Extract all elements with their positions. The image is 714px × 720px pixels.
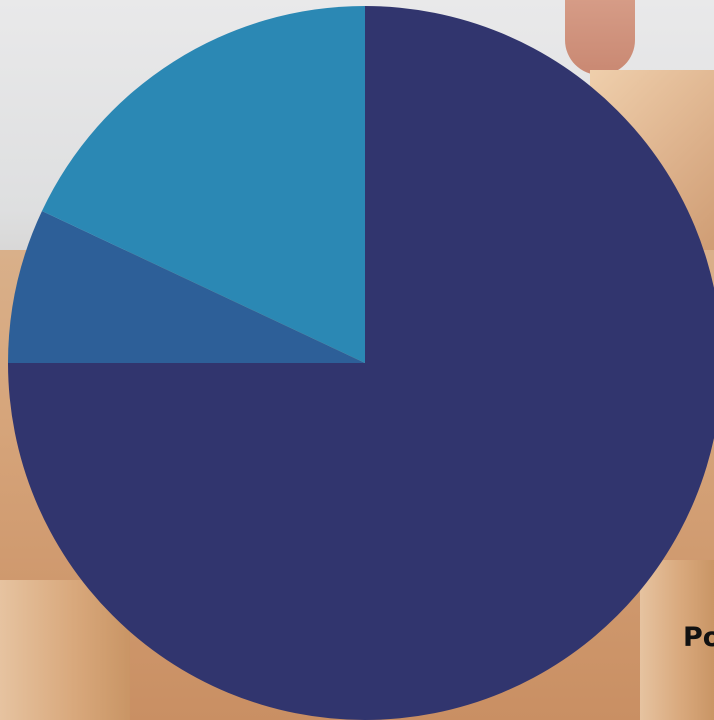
pie-slice-3 bbox=[41, 6, 365, 363]
footer-label: Po bbox=[683, 622, 714, 653]
pie-slice-2 bbox=[8, 210, 365, 363]
wooden-block-right bbox=[640, 560, 714, 720]
finger-image bbox=[565, 0, 635, 75]
pie-slice-1 bbox=[8, 6, 714, 720]
